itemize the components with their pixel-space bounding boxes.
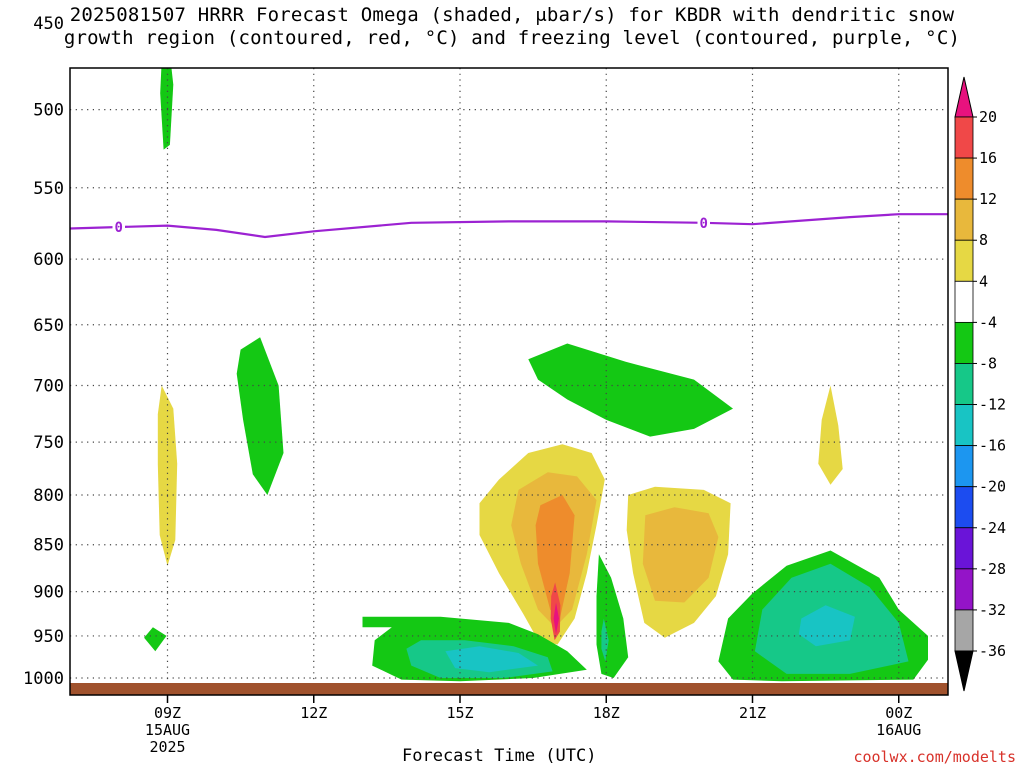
omega-region-19 (601, 618, 609, 662)
contour-label-bg-1-0 (304, 24, 334, 39)
colorbar-label-2: 12 (979, 190, 997, 208)
y-tick-label-950: 950 (33, 627, 64, 647)
y-tick-label-800: 800 (33, 486, 64, 506)
grid-lines (70, 68, 948, 695)
y-tick-label-700: 700 (33, 377, 64, 397)
omega-region-0 (157, 385, 178, 566)
colorbar-segment-6 (954, 363, 974, 405)
colorbar-segment-9 (954, 486, 974, 529)
omega-shading (144, 68, 928, 682)
colorbar-label-8: -16 (979, 437, 1006, 455)
colorbar-segment-3 (954, 239, 974, 282)
contour-label-bg-2-0 (112, 219, 125, 235)
y-tick-label-750: 750 (33, 433, 64, 453)
title-line-2: growth region (contoured, red, °C) and f… (63, 27, 961, 49)
contour-label-2-1: 0 (700, 216, 708, 232)
y-tick-label-650: 650 (33, 316, 64, 336)
x-tick-label-24-0: 00Z (885, 704, 912, 722)
colorbar-segment-1 (954, 157, 974, 200)
colorbar: 20 16 12 8 4 -4 -8 -12 -16 -20 -24 -28 -32 -36 (954, 76, 1006, 692)
colorbar-label-1: 16 (979, 149, 997, 167)
omega-region-10 (144, 627, 167, 652)
x-tick-label-12-0: 12Z (300, 704, 327, 722)
omega-region-9 (553, 602, 559, 635)
y-tick-label-550: 550 (33, 179, 64, 199)
y-tick-label-600: 600 (33, 250, 64, 270)
x-tick-label-18-0: 18Z (593, 704, 620, 722)
colorbar-label-4: 4 (979, 272, 988, 290)
y-tick-label-1000: 1000 (23, 669, 64, 689)
y-tick-label-450: 450 (33, 14, 64, 34)
colorbar-label-7: -12 (979, 396, 1006, 414)
contour-line--12 (70, 20, 948, 34)
colorbar-segment-7 (954, 404, 974, 447)
ground-bar (70, 683, 948, 695)
ground-layer (70, 683, 948, 695)
colorbar-label-0: 20 (979, 108, 997, 126)
chart-title: 2025081507 HRRR Forecast Omega (shaded, … (0, 4, 1024, 50)
x-tick-label-9-1: 15AUG (145, 721, 190, 739)
x-tick-label-9-2: 2025 (149, 738, 185, 756)
colorbar-segment-2 (954, 198, 974, 241)
credit-link[interactable]: coolwx.com/modelts (853, 748, 1016, 766)
plot-frame (69, 67, 949, 696)
contour-label-bg-2-1 (697, 214, 710, 230)
omega-region-13 (528, 343, 733, 437)
colorbar-segment-10 (954, 527, 974, 570)
contour-label-2-0: 0 (115, 220, 123, 236)
title-line-1: 2025081507 HRRR Forecast Omega (shaded, … (69, 4, 955, 26)
colorbar-segment-4 (954, 280, 974, 323)
omega-region-20 (445, 646, 538, 673)
y-tick-label-850: 850 (33, 536, 64, 556)
omega-region-6 (642, 507, 719, 603)
x-axis-title: Forecast Time (UTC) (402, 746, 597, 766)
colorbar-label-11: -28 (979, 560, 1006, 578)
omega-region-7 (535, 495, 575, 619)
omega-region-11 (160, 68, 174, 150)
colorbar-label-6: -8 (979, 354, 997, 372)
colorbar-segment-8 (954, 445, 974, 488)
colorbar-segment-12 (954, 609, 974, 652)
colorbar-top-arrow (954, 76, 974, 118)
colorbar-label-13: -36 (979, 642, 1006, 660)
x-tick-label-9-0: 09Z (154, 704, 181, 722)
colorbar-label-10: -24 (979, 519, 1006, 537)
omega-region-21 (798, 605, 855, 647)
colorbar-segment-0 (954, 116, 974, 159)
x-tick-label-21-0: 21Z (739, 704, 766, 722)
contour-line-0 (70, 213, 948, 239)
omega-region-1 (818, 385, 843, 485)
x-tick-label-15-0: 15Z (446, 704, 473, 722)
colorbar-segment-11 (954, 568, 974, 611)
omega-region-12 (236, 337, 284, 495)
x-tick-label-24-1: 16AUG (876, 721, 921, 739)
colorbar-label-9: -20 (979, 478, 1006, 496)
y-tick-label-900: 900 (33, 583, 64, 603)
y-axis: 2503003504004505005506006507007508008509… (23, 14, 64, 689)
y-tick-label-500: 500 (33, 101, 64, 121)
contour-label-1-0: -12 (306, 25, 331, 41)
colorbar-label-5: -4 (979, 313, 997, 331)
colorbar-label-3: 8 (979, 231, 988, 249)
colorbar-segment-5 (954, 321, 974, 364)
colorbar-label-12: -32 (979, 601, 1006, 619)
colorbar-bottom-arrow (954, 650, 974, 692)
